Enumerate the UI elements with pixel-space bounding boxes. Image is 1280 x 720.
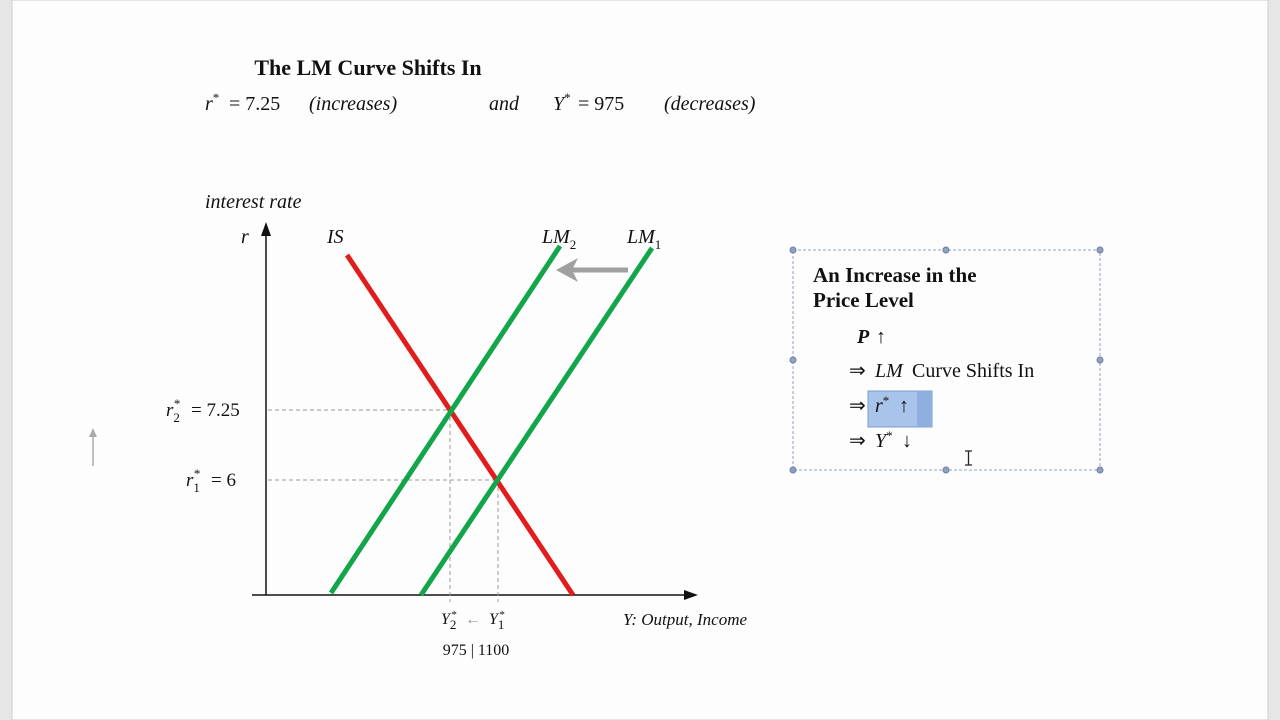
box-y: Y <box>875 430 888 452</box>
x-axis-title: Y: Output, Income <box>623 610 747 629</box>
box-heading-line: An Increase in the <box>813 263 977 287</box>
lm1-curve <box>418 246 655 597</box>
box-up: ↑ <box>876 326 886 348</box>
box-implies: ⇒ <box>849 395 866 417</box>
y2-star: * <box>451 609 457 621</box>
handle[interactable] <box>789 356 797 364</box>
box-lm: LM <box>874 360 904 382</box>
eq-y-value: = 975 <box>578 93 624 115</box>
x-axis-arrow <box>684 590 698 600</box>
box-heading: An Increase in the Price Level <box>813 263 982 312</box>
eq-y: Y <box>553 93 566 115</box>
y1-sub: 1 <box>498 617 505 632</box>
box-line: ⇒ r* ↑ <box>849 388 909 417</box>
y-axis-title: interest rate <box>205 191 302 213</box>
y-levels: Y2* ← Y1* <box>441 605 505 632</box>
is-label: IS <box>326 226 344 248</box>
title: The LM Curve Shifts In <box>254 55 481 80</box>
r2-star: * <box>174 396 181 411</box>
is-curve <box>344 253 576 597</box>
box-r: r <box>875 395 883 417</box>
box-shift: Curve Shifts In <box>912 360 1034 382</box>
r1-sub: 1 <box>193 480 200 495</box>
handle[interactable] <box>1096 246 1104 254</box>
y-values: 975 | 1100 <box>443 642 510 659</box>
y-axis-symbol: r <box>241 226 249 248</box>
handle[interactable] <box>942 246 950 254</box>
handle[interactable] <box>789 246 797 254</box>
box-down: ↓ <box>902 430 912 452</box>
slide <box>11 0 1269 720</box>
box-line: ⇒ LM Curve Shifts In <box>849 360 1034 382</box>
text-cursor <box>965 450 972 466</box>
eq-y-note: (decreases) <box>664 93 756 115</box>
box-up: ↑ <box>899 395 909 417</box>
lm1-label: LM <box>626 226 656 248</box>
r2-symbol: r <box>166 400 174 421</box>
box-p: P <box>856 326 870 348</box>
y1-star: * <box>499 609 505 621</box>
eq-r: r <box>205 93 213 115</box>
r2-sub: 2 <box>173 410 180 425</box>
eq-and: and <box>489 93 520 115</box>
y-axis-arrow <box>261 222 271 236</box>
handle[interactable] <box>1096 356 1104 364</box>
shift-arrow-head <box>556 258 578 282</box>
y1-symbol: Y <box>489 611 500 628</box>
box-line: ⇒ Y* ↓ <box>849 423 912 452</box>
stray-arrow-head <box>89 428 97 437</box>
r2-label: r2* = 7.25 <box>166 392 240 425</box>
box-line: P ↑ <box>856 326 886 348</box>
box-r-star: * <box>883 393 890 408</box>
resize-handles <box>789 246 1104 474</box>
eq-r-value: = 7.25 <box>229 93 280 115</box>
r1-star: * <box>194 466 201 481</box>
lm2-sub: 2 <box>570 237 577 252</box>
box-y-star: * <box>886 428 893 443</box>
eq-r-note: (increases) <box>309 93 397 115</box>
r1-symbol: r <box>186 470 194 491</box>
y2-sub: 2 <box>450 617 457 632</box>
box-heading-line: Price Level <box>813 288 914 312</box>
y-shift-arrow: ← <box>465 611 481 628</box>
eq-r-star: * <box>213 90 220 105</box>
r2-value: = 7.25 <box>191 400 240 421</box>
box-implies: ⇒ <box>849 430 866 452</box>
eq-y-star: * <box>564 90 571 105</box>
r1-label: r1* = 6 <box>186 462 236 495</box>
handle[interactable] <box>942 466 950 474</box>
autocorrect-button[interactable] <box>917 391 932 427</box>
handle[interactable] <box>1096 466 1104 474</box>
guides <box>268 409 499 602</box>
handle[interactable] <box>789 466 797 474</box>
lm1-sub: 1 <box>655 237 662 252</box>
lm2-curve <box>328 244 563 595</box>
y2-symbol: Y <box>441 611 452 628</box>
box-implies: ⇒ <box>849 360 866 382</box>
lm2-label: LM <box>541 226 571 248</box>
equation: r* = 7.25 (increases) and Y* = 975 (decr… <box>205 85 756 115</box>
r1-value: = 6 <box>211 470 236 491</box>
curve-labels: IS LM2 LM1 <box>326 226 661 254</box>
